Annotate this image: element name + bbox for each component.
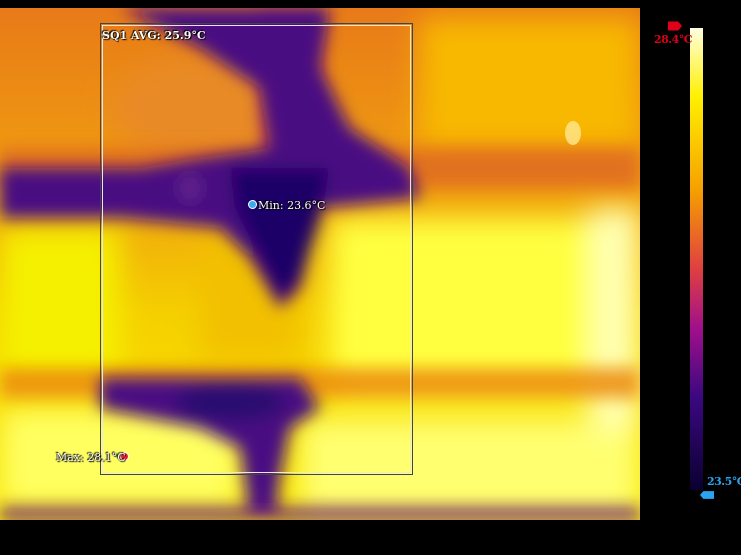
min-temperature-label: Min: 23.6°C [258,199,326,212]
scale-min-pointer-icon [700,491,714,499]
max-temperature-label: Max: 28.1°C [56,451,126,464]
thermal-image [0,8,640,520]
roi-average-label: SQ1 AVG: 25.9°C [102,29,206,42]
max-marker[interactable] [120,452,129,461]
scale-max-value: 28.4°C [654,33,693,46]
scale-max-pointer-icon [668,21,682,31]
temperature-color-scale [690,28,703,490]
roi-rectangle[interactable] [100,23,413,475]
scale-min-value: 23.5°C [707,475,741,488]
min-marker[interactable] [248,200,257,209]
thermal-image-canvas [0,8,640,520]
